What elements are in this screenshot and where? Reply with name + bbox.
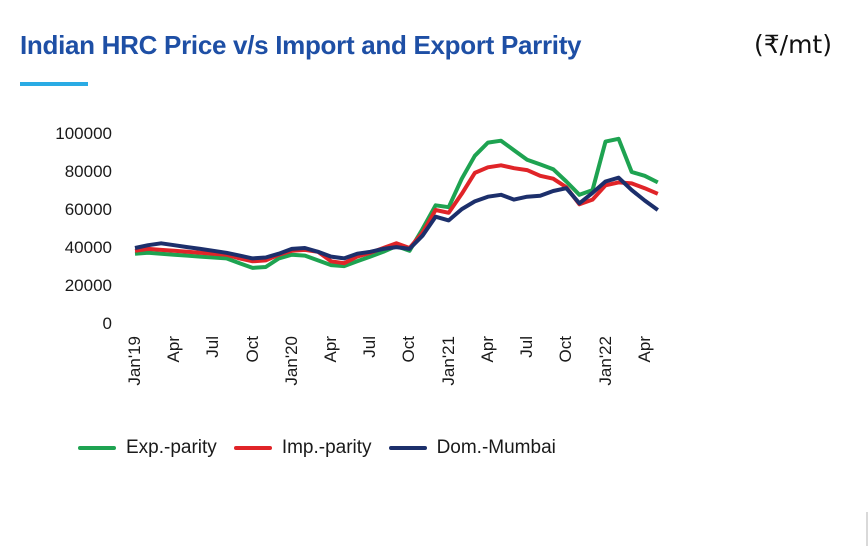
chart-header: Indian HRC Price v/s Import and Export P… xyxy=(20,30,848,61)
line-dom-mumbai xyxy=(134,175,659,261)
page-title: Indian HRC Price v/s Import and Export P… xyxy=(20,30,582,60)
x-tick-label: Apr xyxy=(634,336,654,363)
x-tick-label: Oct xyxy=(242,336,262,363)
y-tick-label: 40000 xyxy=(64,238,112,257)
legend-item: Exp.-parity xyxy=(78,437,217,459)
x-tick-label: Jul xyxy=(360,336,380,358)
legend-item: Imp.-parity xyxy=(233,437,372,459)
y-tick-label: 60000 xyxy=(64,200,112,219)
legend-label: Imp.-parity xyxy=(281,437,372,458)
chart-legend: Exp.-parity Imp.-parity Dom.-Mumbai xyxy=(78,437,556,459)
title-accent-underline xyxy=(20,82,88,86)
page-edge-divider xyxy=(866,512,868,546)
y-tick-label: 20000 xyxy=(64,276,112,295)
legend-line-swatch xyxy=(233,446,272,450)
legend-line-swatch xyxy=(78,446,116,450)
x-tick-label: Apr xyxy=(477,336,497,363)
y-tick-label: 0 xyxy=(102,314,112,333)
legend-label: Dom.-Mumbai xyxy=(436,437,556,458)
y-tick-label: 100000 xyxy=(55,124,112,143)
x-tick-label: Oct xyxy=(556,336,576,363)
y-tick-label: 80000 xyxy=(64,162,112,181)
x-tick-label: Jul xyxy=(517,336,537,358)
legend-item: Dom.-Mumbai xyxy=(388,437,556,459)
legend-line-swatch xyxy=(388,446,427,450)
x-tick-label: Apr xyxy=(321,336,341,363)
x-tick-label: Oct xyxy=(399,336,419,363)
legend-label: Exp.-parity xyxy=(126,437,217,458)
x-tick-label: Jul xyxy=(203,336,223,358)
unit-label: (₹/mt) xyxy=(754,30,832,59)
x-tick-label: Apr xyxy=(164,336,184,363)
